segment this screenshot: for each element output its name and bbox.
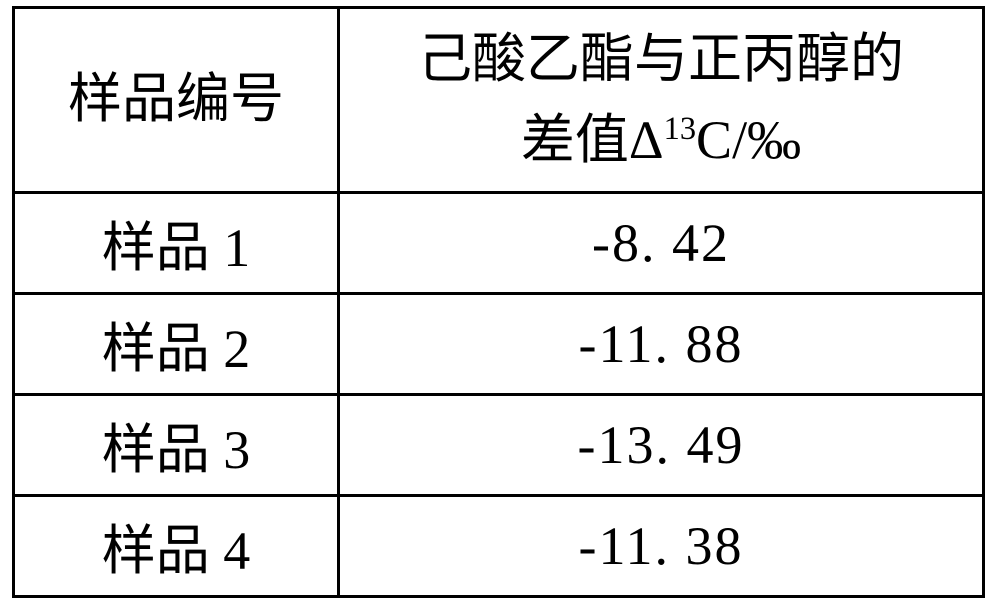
cell-value: -11. 38 [339,495,984,596]
data-table: 样品编号 己酸乙酯与正丙醇的 差值Δ13C/‰ 样品 1 -8. 42 样品 2… [12,6,985,598]
cell-sample: 样品 2 [14,293,339,394]
table-header-row: 样品编号 己酸乙酯与正丙醇的 差值Δ13C/‰ [14,7,984,192]
header-sample-id: 样品编号 [14,7,339,192]
table-row: 样品 1 -8. 42 [14,192,984,293]
header-line2: 差值Δ13C/‰ [341,100,981,181]
table-row: 样品 2 -11. 88 [14,293,984,394]
table-row: 样品 4 -11. 38 [14,495,984,596]
cell-sample: 样品 3 [14,394,339,495]
cell-value: -8. 42 [339,192,984,293]
cell-sample: 样品 1 [14,192,339,293]
table-row: 样品 3 -13. 49 [14,394,984,495]
cell-value: -13. 49 [339,394,984,495]
cell-sample: 样品 4 [14,495,339,596]
header-delta-value: 己酸乙酯与正丙醇的 差值Δ13C/‰ [339,7,984,192]
header-line1: 己酸乙酯与正丙醇的 [341,19,981,100]
cell-value: -11. 88 [339,293,984,394]
